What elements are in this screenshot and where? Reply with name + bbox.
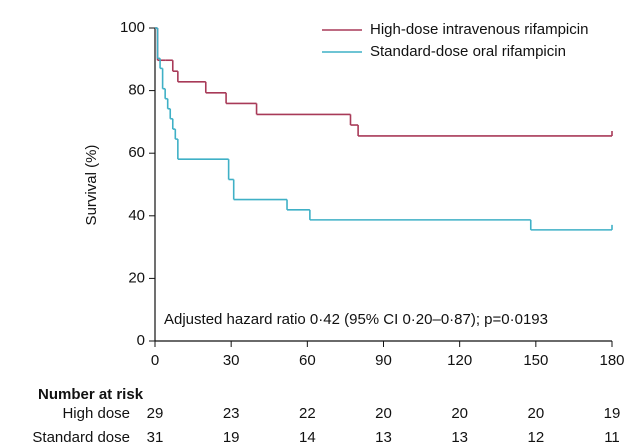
legend-label: High-dose intravenous rifampicin [370,21,588,38]
risk-value: 23 [223,405,240,422]
risk-value: 20 [375,405,392,422]
y-tick-label: 80 [128,82,145,99]
annotation: Adjusted hazard ratio 0·42 (95% CI 0·20–… [164,311,548,328]
x-tick-label: 0 [151,352,159,369]
risk-value: 13 [375,429,392,446]
y-tick-label: 0 [137,332,145,349]
risk-row-label: Standard dose [32,429,130,446]
risk-value: 13 [451,429,468,446]
x-tick-label: 30 [223,352,240,369]
risk-value: 14 [299,429,316,446]
risk-value: 31 [147,429,164,446]
y-tick-label: 20 [128,269,145,286]
risk-value: 29 [147,405,164,422]
risk-row-label: High dose [62,405,130,422]
risk-value: 22 [299,405,316,422]
y-tick-label: 100 [120,19,145,36]
y-tick-label: 60 [128,144,145,161]
y-tick-label: 40 [128,207,145,224]
risk-value: 12 [527,429,544,446]
risk-value: 20 [451,405,468,422]
x-tick-label: 120 [447,352,472,369]
x-tick-label: 90 [375,352,392,369]
legend-label: Standard-dose oral rifampicin [370,43,566,60]
risk-value: 11 [604,429,620,446]
risk-table-title: Number at risk [38,386,144,403]
risk-value: 19 [604,405,621,422]
x-tick-label: 180 [599,352,624,369]
risk-value: 20 [527,405,544,422]
y-axis-label: Survival (%) [83,145,100,226]
x-tick-label: 150 [523,352,548,369]
x-tick-label: 60 [299,352,316,369]
risk-value: 19 [223,429,240,446]
